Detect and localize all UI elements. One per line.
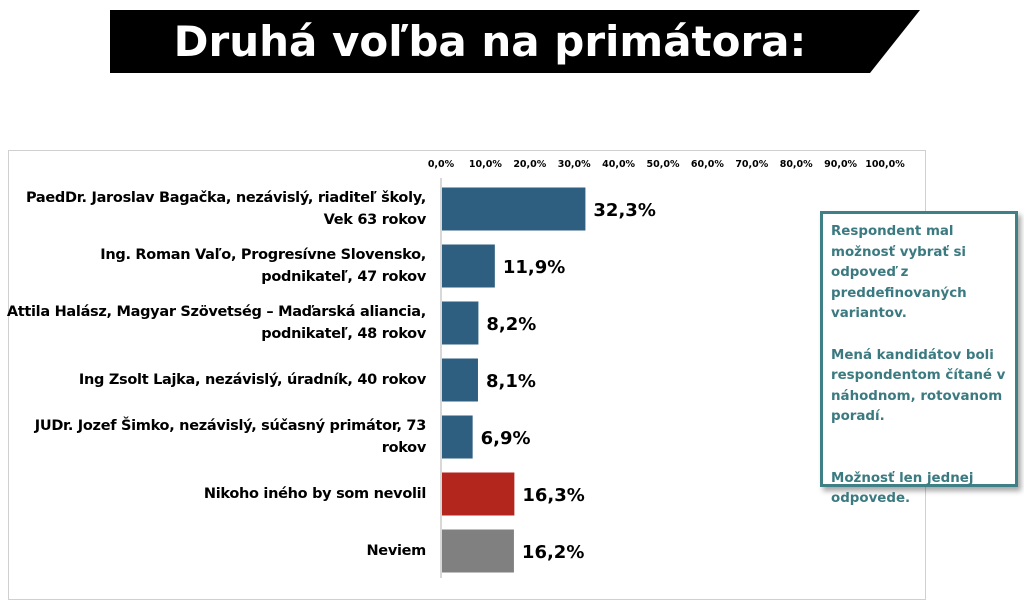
title-banner: Druhá voľba na primátora:	[0, 0, 1024, 80]
x-tick-label: 80,0%	[780, 159, 813, 170]
page-title: Druhá voľba na primátora:	[173, 16, 807, 66]
bar	[442, 529, 514, 573]
note-paragraph-1: Respondent mal možnosť vybrať si odpoveď…	[831, 224, 967, 321]
x-tick-label: 90,0%	[824, 159, 857, 170]
category-label: Nikoho iného by som nevolil	[203, 486, 426, 502]
bar	[442, 301, 479, 345]
methodology-note: Respondent mal možnosť vybrať si odpoveď…	[820, 211, 1018, 506]
x-tick-label: 0,0%	[428, 159, 455, 170]
x-tick-label: 40,0%	[602, 159, 635, 170]
x-tick-label: 50,0%	[647, 159, 680, 170]
bar	[442, 415, 473, 459]
data-label: 6,9%	[481, 428, 531, 449]
x-tick-label: 20,0%	[513, 159, 546, 170]
note-paragraph-2: Mená kandidátov boli respondentom čítané…	[831, 347, 1006, 425]
bar	[442, 472, 515, 516]
category-label: JUDr. Jozef Šimko, nezávislý, súčasný pr…	[34, 418, 427, 456]
bar	[442, 244, 495, 288]
bar	[442, 187, 586, 231]
data-label: 16,3%	[522, 485, 584, 506]
category-label: PaedDr. Jaroslav Bagačka, nezávislý, ria…	[25, 190, 426, 228]
x-tick-label: 60,0%	[691, 159, 724, 170]
banner-shape	[110, 10, 920, 73]
category-label: Neviem	[366, 543, 426, 559]
category-label: Attila Halász, Magyar Szövetség – Maďars…	[6, 304, 426, 342]
data-label: 8,1%	[486, 371, 536, 392]
data-label: 8,2%	[486, 314, 536, 335]
data-label: 32,3%	[593, 200, 655, 221]
note-paragraph-3: Možnosť len jednej odpovede.	[831, 470, 974, 507]
data-label: 16,2%	[522, 542, 584, 563]
x-tick-label: 100,0%	[865, 159, 905, 170]
data-label: 11,9%	[503, 257, 565, 278]
x-tick-label: 10,0%	[469, 159, 502, 170]
x-tick-label: 70,0%	[735, 159, 768, 170]
category-label: Ing. Roman Vaľo, Progresívne Slovensko, …	[100, 247, 426, 285]
category-label: Ing Zsolt Lajka, nezávislý, úradník, 40 …	[78, 372, 426, 388]
x-tick-label: 30,0%	[558, 159, 591, 170]
bar	[442, 358, 478, 402]
